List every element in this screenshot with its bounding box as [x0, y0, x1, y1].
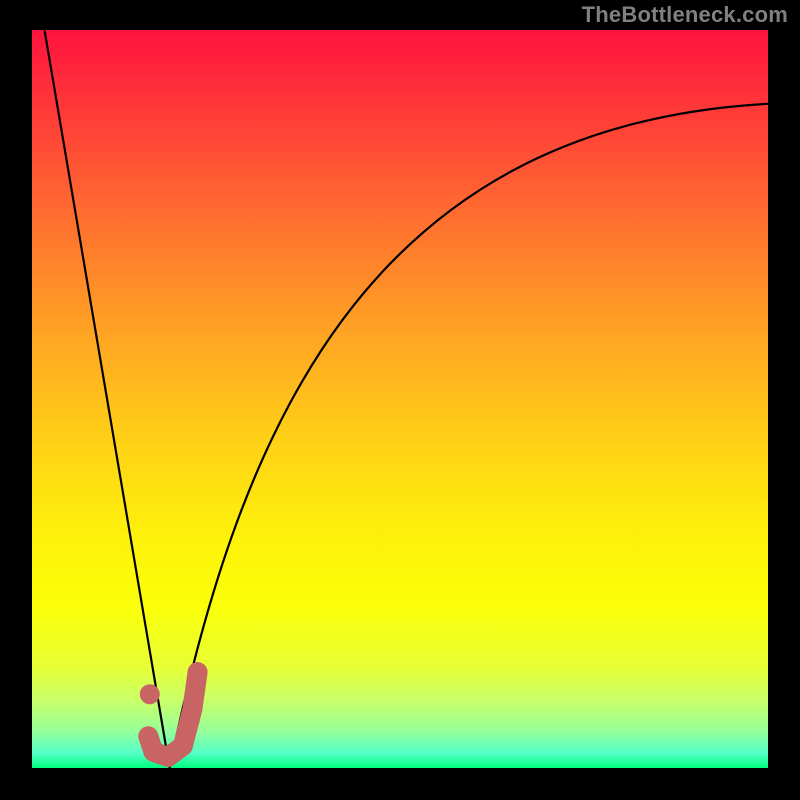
chart-container: TheBottleneck.com — [0, 0, 800, 800]
watermark-text: TheBottleneck.com — [582, 2, 788, 28]
marker-dot — [140, 684, 160, 704]
bottleneck-curve-chart — [0, 0, 800, 800]
plot-background — [32, 30, 768, 768]
